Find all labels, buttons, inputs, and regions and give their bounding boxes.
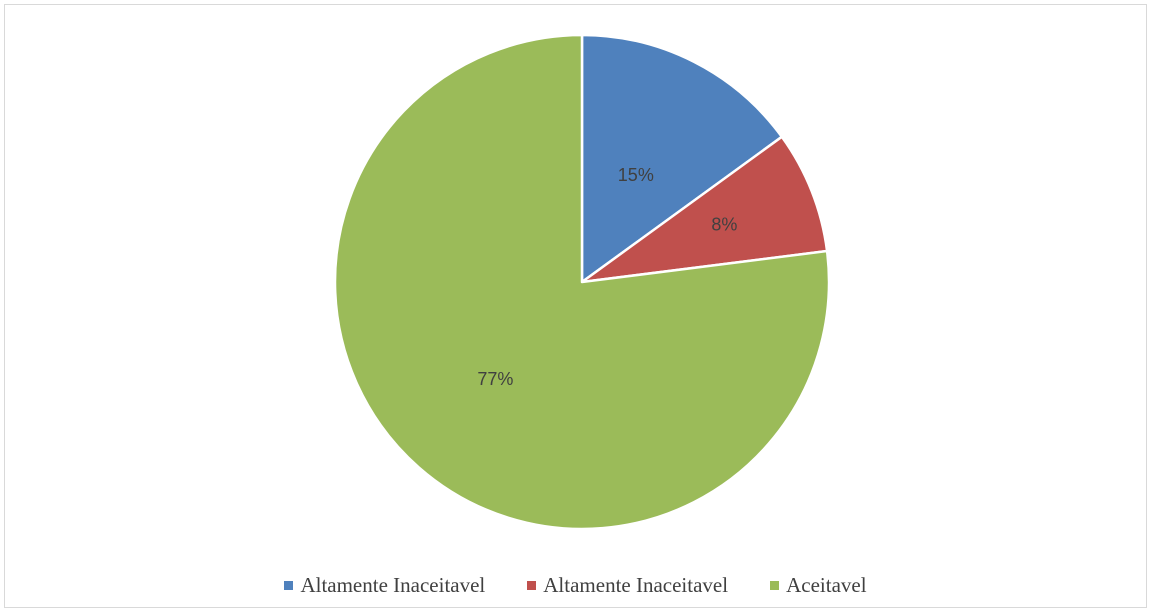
legend-label-0: Altamente Inaceitavel [300, 573, 486, 597]
chart-area: 15% 8% 77% Altamente Inaceitavel Altamente… [4, 4, 1147, 608]
pie-slice-1 [580, 135, 829, 284]
data-label-1: 8% [711, 214, 737, 234]
legend-label-2: Aceitavel [786, 573, 867, 597]
data-label-0: 15% [618, 165, 654, 185]
pie-slice-0 [580, 33, 784, 284]
legend-swatch-2 [770, 581, 780, 590]
data-label-2: 77% [477, 369, 513, 389]
legend-item-1: Altamente Inaceitavel [527, 573, 728, 598]
legend-swatch-1 [527, 581, 537, 590]
legend-item-2: Aceitavel [770, 573, 867, 598]
legend-item-0: Altamente Inaceitavel [284, 573, 485, 598]
pie-chart: 15% 8% 77% [333, 33, 831, 531]
legend: Altamente Inaceitavel Altamente Inaceita… [5, 573, 1146, 598]
legend-swatch-0 [284, 581, 294, 590]
legend-label-1: Altamente Inaceitavel [543, 573, 729, 597]
pie-slice-2 [333, 33, 831, 531]
